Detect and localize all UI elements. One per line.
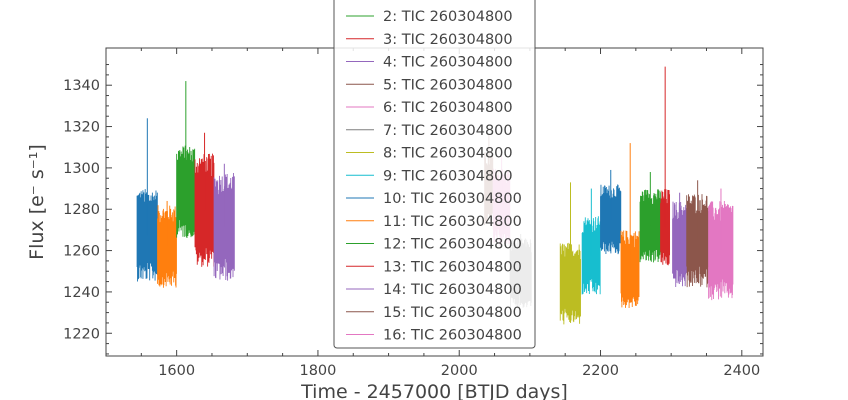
series-u0-line (136, 189, 158, 282)
legend-label: 4: TIC 260304800 (383, 55, 513, 71)
series-u0 (136, 118, 158, 282)
y-axis-label: Flux [e⁻ s⁻¹] (26, 144, 48, 260)
legend-label: 5: TIC 260304800 (383, 77, 513, 93)
legend-label: 10: TIC 260304800 (383, 191, 522, 207)
legend-label: 6: TIC 260304800 (383, 100, 513, 116)
y-tick-label: 1320 (63, 120, 100, 136)
y-axis: 1220 1240 1260 1280 1300 1320 1340 (63, 64, 763, 355)
series-11 (660, 66, 671, 266)
legend-label: 15: TIC 260304800 (383, 305, 522, 321)
y-tick-label: 1300 (63, 161, 100, 177)
legend-entry: 5: TIC 260304800 (346, 77, 513, 93)
legend-entry: 4: TIC 260304800 (346, 55, 513, 71)
series-1-line (194, 153, 215, 267)
y-tick-label: 1260 (63, 244, 100, 260)
legend-label: 11: TIC 260304800 (383, 214, 522, 230)
series-13-line (686, 194, 709, 288)
x-tick-label: 2400 (723, 363, 760, 379)
legend-entry: 9: TIC 260304800 (346, 168, 513, 184)
series-14 (708, 188, 734, 301)
legend-entry: 14: TIC 260304800 (346, 282, 522, 298)
legend-entry: 13: TIC 260304800 (346, 259, 522, 275)
series-8 (600, 169, 622, 255)
legend-entry: 3: TIC 260304800 (346, 32, 513, 48)
legend-label: 13: TIC 260304800 (383, 259, 522, 275)
x-tick-label: 1600 (158, 363, 195, 379)
legend-label: 8: TIC 260304800 (383, 146, 513, 162)
legend-entry: 10: TIC 260304800 (346, 191, 522, 207)
x-axis: 1600 1800 2000 2200 2400 (140, 48, 760, 379)
series-u1 (157, 200, 177, 288)
legend-label: 3: TIC 260304800 (383, 32, 513, 48)
series-6-line (559, 242, 581, 325)
series-9-line (620, 230, 640, 308)
series-9 (620, 143, 640, 308)
legend-entry: 2: TIC 260304800 (346, 9, 513, 25)
legend-entry: 15: TIC 260304800 (346, 305, 522, 321)
legend-entry: 6: TIC 260304800 (346, 100, 513, 116)
series-7 (581, 188, 601, 295)
legend-entry: 16: TIC 260304800 (346, 328, 522, 344)
y-tick-label: 1340 (63, 78, 100, 94)
x-axis-label: Time - 2457000 [BTJD days] (300, 381, 568, 400)
legend-label: 14: TIC 260304800 (383, 282, 522, 298)
legend-label: 2: TIC 260304800 (383, 9, 513, 25)
series-14-line (708, 200, 734, 301)
legend-items: 2: TIC 260304800 3: TIC 260304800 4: TIC 2… (346, 9, 522, 344)
series-1 (194, 132, 215, 267)
x-tick-label: 1800 (299, 363, 336, 379)
series-10 (639, 172, 661, 263)
legend-entry: 11: TIC 260304800 (346, 214, 522, 230)
x-tick-label: 2200 (582, 363, 619, 379)
legend-label: 12: TIC 260304800 (383, 237, 522, 253)
series-6 (559, 182, 581, 325)
legend-label: 16: TIC 260304800 (383, 328, 522, 344)
series-12 (672, 192, 687, 287)
series-12-line (672, 201, 687, 287)
y-tick-label: 1220 (63, 326, 100, 342)
legend-label: 7: TIC 260304800 (383, 123, 513, 139)
series-8-line (600, 184, 622, 255)
series-13 (686, 180, 709, 288)
y-tick-label: 1280 (63, 202, 100, 218)
y-tick-label: 1240 (63, 285, 100, 301)
series-0 (176, 81, 196, 238)
legend-entry: 7: TIC 260304800 (346, 123, 513, 139)
legend-entry: 12: TIC 260304800 (346, 237, 522, 253)
legend: 2: TIC 260304800 3: TIC 260304800 4: TIC 2… (333, 0, 536, 349)
legend-label: 9: TIC 260304800 (383, 168, 513, 184)
x-tick-label: 2000 (441, 363, 478, 379)
legend-box (333, 0, 536, 349)
series-2 (213, 163, 235, 281)
legend-entry: 8: TIC 260304800 (346, 146, 513, 162)
